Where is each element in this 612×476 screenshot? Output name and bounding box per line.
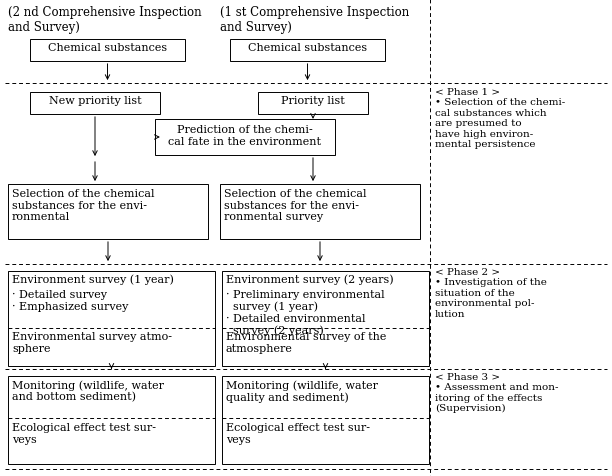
Bar	[258, 93, 368, 115]
Bar	[155, 120, 335, 156]
Text: < Phase 1 >
• Selection of the chemi-
cal substances which
are presumed to
have : < Phase 1 > • Selection of the chemi- ca…	[435, 88, 565, 149]
Text: Selection of the chemical
substances for the envi-
ronmental: Selection of the chemical substances for…	[12, 188, 154, 222]
Text: Selection of the chemical
substances for the envi-
ronmental survey: Selection of the chemical substances for…	[224, 188, 367, 222]
Bar	[8, 271, 215, 366]
Bar	[8, 376, 215, 464]
Text: · Preliminary environmental
  survey (1 year)
· Detailed environmental
  survey : · Preliminary environmental survey (1 ye…	[226, 289, 384, 336]
Text: < Phase 3 >
• Assessment and mon-
itoring of the effects
(Supervision): < Phase 3 > • Assessment and mon- itorin…	[435, 372, 559, 413]
Text: Priority list: Priority list	[281, 96, 345, 106]
Text: Ecological effect test sur-
veys: Ecological effect test sur- veys	[226, 422, 370, 444]
Text: Environment survey (2 years): Environment survey (2 years)	[226, 273, 394, 284]
Text: Chemical substances: Chemical substances	[48, 43, 167, 53]
Text: Monitoring (wildlife, water
quality and sediment): Monitoring (wildlife, water quality and …	[226, 379, 378, 402]
Bar	[222, 271, 429, 366]
Text: Environmental survey atmo-
sphere: Environmental survey atmo- sphere	[12, 331, 172, 353]
Text: < Phase 2 >
• Investigation of the
situation of the
environmental pol-
lution: < Phase 2 > • Investigation of the situa…	[435, 268, 547, 318]
Text: Environment survey (1 year): Environment survey (1 year)	[12, 273, 174, 284]
Text: Environmental survey of the
atmosphere: Environmental survey of the atmosphere	[226, 331, 386, 353]
Bar	[230, 40, 385, 62]
Text: Chemical substances: Chemical substances	[248, 43, 367, 53]
Bar	[30, 93, 160, 115]
Bar	[30, 40, 185, 62]
Text: · Detailed survey
· Emphasized survey: · Detailed survey · Emphasized survey	[12, 289, 129, 311]
Text: Monitoring (wildlife, water
and bottom sediment): Monitoring (wildlife, water and bottom s…	[12, 379, 164, 402]
Bar	[220, 185, 420, 239]
Text: New priority list: New priority list	[49, 96, 141, 106]
Text: Ecological effect test sur-
veys: Ecological effect test sur- veys	[12, 422, 156, 444]
Bar	[8, 185, 208, 239]
Bar	[222, 376, 429, 464]
Text: (1 st Comprehensive Inspection
and Survey): (1 st Comprehensive Inspection and Surve…	[220, 6, 409, 34]
Text: Prediction of the chemi-
cal fate in the environment: Prediction of the chemi- cal fate in the…	[168, 125, 321, 146]
Text: (2 nd Comprehensive Inspection
and Survey): (2 nd Comprehensive Inspection and Surve…	[8, 6, 201, 34]
